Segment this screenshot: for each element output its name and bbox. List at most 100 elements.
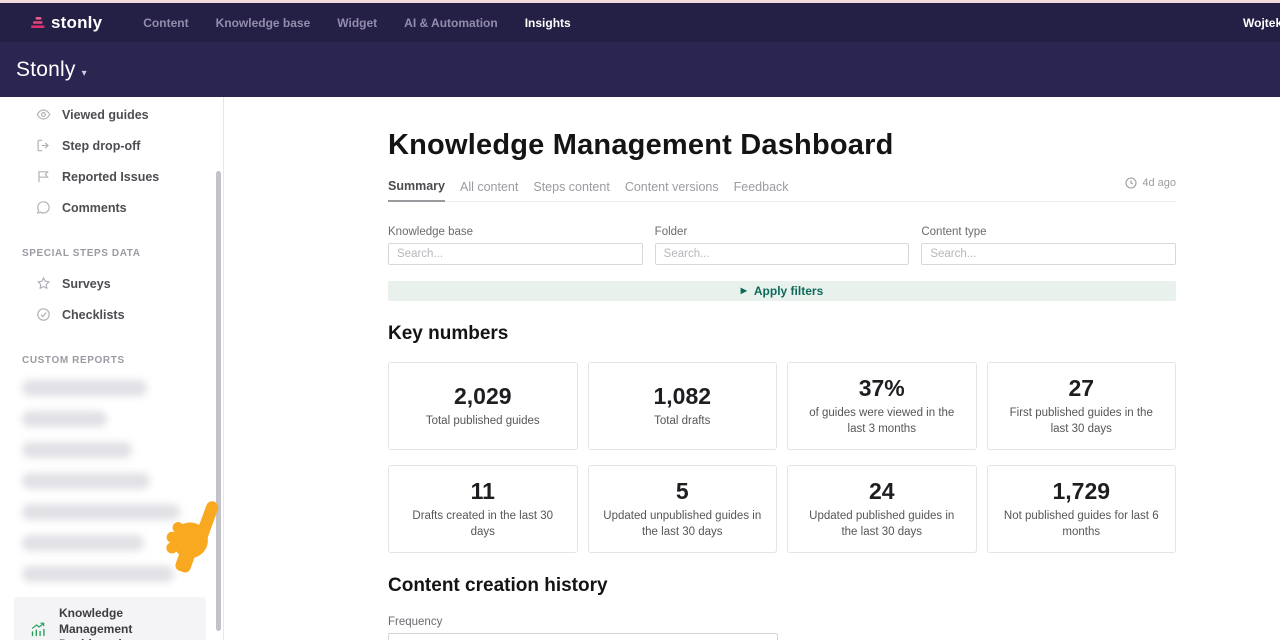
sidebar-item-label: Step drop-off bbox=[62, 138, 141, 153]
content-creation-history-heading: Content creation history bbox=[388, 575, 608, 596]
stat-card-drafts-created: 11 Drafts created in the last 30 days bbox=[388, 465, 578, 553]
stat-label: Total drafts bbox=[654, 414, 711, 427]
sidebar-section-custom-reports: CUSTOM REPORTS bbox=[22, 355, 125, 366]
custom-reports-list-blurred bbox=[22, 380, 202, 582]
blurred-report-item[interactable] bbox=[22, 566, 174, 582]
workspace-name[interactable]: Stonly bbox=[16, 57, 76, 81]
stat-card-updated-published: 24 Updated published guides in the last … bbox=[787, 465, 977, 553]
page-title: Knowledge Management Dashboard bbox=[388, 129, 894, 161]
eye-icon bbox=[36, 109, 51, 120]
apply-filters-button[interactable]: ▶ Apply filters bbox=[388, 281, 1176, 301]
stat-card-total-published-guides: 2,029 Total published guides bbox=[388, 362, 578, 450]
blurred-report-item[interactable] bbox=[22, 473, 150, 489]
main-content: Knowledge Management Dashboard Summary A… bbox=[224, 97, 1280, 640]
stat-label: Updated unpublished guides in the last 3… bbox=[603, 509, 762, 538]
last-updated-text: 4d ago bbox=[1142, 177, 1176, 189]
stat-value: 11 bbox=[470, 477, 495, 504]
play-triangle-icon: ▶ bbox=[740, 286, 747, 295]
top-navbar: stonly Content Knowledge base Widget AI … bbox=[0, 3, 1280, 42]
workspace-header: Stonly ▾ bbox=[0, 42, 1280, 97]
blurred-report-item[interactable] bbox=[22, 535, 144, 551]
sidebar-item-label: Surveys bbox=[62, 276, 111, 291]
ukraine-flag-icon bbox=[105, 12, 116, 20]
sidebar-scrollbar[interactable] bbox=[216, 171, 221, 631]
stat-value: 24 bbox=[868, 477, 895, 504]
filter-label: Folder bbox=[654, 226, 688, 238]
knowledge-base-search-input[interactable] bbox=[388, 243, 643, 265]
tab-steps-content[interactable]: Steps content bbox=[533, 180, 610, 194]
sidebar-item-checklists[interactable]: Checklists bbox=[0, 299, 223, 330]
frequency-label: Frequency bbox=[388, 616, 443, 628]
sidebar-item-label: Knowledge Management Dashboard bbox=[59, 606, 133, 640]
sidebar-item-knowledge-management-dashboard[interactable]: Knowledge Management Dashboard bbox=[14, 597, 206, 640]
last-updated: 4d ago bbox=[1125, 177, 1176, 189]
chart-icon bbox=[31, 622, 45, 637]
filter-folder: Folder bbox=[654, 226, 910, 265]
key-numbers-heading: Key numbers bbox=[388, 323, 509, 344]
apply-filters-label: Apply filters bbox=[753, 284, 824, 298]
stat-value: 2,029 bbox=[453, 382, 512, 409]
stat-value: 5 bbox=[675, 477, 689, 504]
stat-label: Updated published guides in the last 30 … bbox=[809, 509, 955, 538]
stat-card-not-published: 1,729 Not published guides for last 6 mo… bbox=[986, 465, 1176, 553]
tab-feedback[interactable]: Feedback bbox=[733, 180, 789, 194]
filters-row: Knowledge base Folder Content type bbox=[388, 226, 1177, 265]
tabs-bar: Summary All content Steps content Conten… bbox=[388, 177, 1176, 202]
content-type-search-input[interactable] bbox=[921, 243, 1177, 265]
nav-item-content[interactable]: Content bbox=[143, 15, 189, 30]
nav-item-widget[interactable]: Widget bbox=[337, 15, 378, 30]
tab-content-versions[interactable]: Content versions bbox=[624, 180, 719, 194]
stat-label: of guides were viewed in the last 3 mont… bbox=[809, 406, 955, 435]
frequency-select[interactable]: Monthly bbox=[388, 633, 778, 640]
sidebar-item-label: Checklists bbox=[62, 307, 125, 322]
stonly-logo[interactable]: stonly bbox=[30, 13, 116, 33]
flag-icon bbox=[38, 171, 49, 183]
clock-icon bbox=[1125, 177, 1137, 189]
sidebar-item-label: Comments bbox=[62, 200, 127, 215]
nav-item-ai-automation[interactable]: AI & Automation bbox=[404, 15, 498, 30]
check-circle-icon bbox=[37, 308, 50, 321]
filter-knowledge-base: Knowledge base bbox=[388, 226, 643, 265]
star-icon bbox=[37, 277, 50, 289]
stat-card-guides-viewed-percent: 37% of guides were viewed in the last 3 … bbox=[787, 362, 977, 450]
sidebar-item-comments[interactable]: Comments bbox=[0, 192, 223, 223]
blurred-report-item[interactable] bbox=[22, 380, 147, 396]
blurred-report-item[interactable] bbox=[22, 504, 180, 520]
comment-icon bbox=[36, 201, 50, 214]
sidebar-item-label: Viewed guides bbox=[62, 107, 149, 122]
stat-card-first-published: 27 First published guides in the last 30… bbox=[986, 362, 1176, 450]
user-menu[interactable]: Wojtek K bbox=[1243, 16, 1280, 30]
nav-item-knowledge-base[interactable]: Knowledge base bbox=[215, 15, 311, 30]
key-numbers-grid: 2,029 Total published guides 1,082 Total… bbox=[388, 362, 1176, 553]
top-navigation: Content Knowledge base Widget AI & Autom… bbox=[143, 16, 570, 30]
nav-item-insights[interactable]: Insights bbox=[524, 15, 571, 30]
stat-card-total-drafts: 1,082 Total drafts bbox=[587, 362, 777, 450]
filter-label: Content type bbox=[921, 226, 987, 238]
stat-value: 27 bbox=[1068, 374, 1095, 401]
stat-card-updated-unpublished: 5 Updated unpublished guides in the last… bbox=[587, 465, 777, 553]
folder-search-input[interactable] bbox=[654, 243, 910, 265]
sidebar-item-surveys[interactable]: Surveys bbox=[0, 268, 223, 299]
top-strip bbox=[0, 0, 1280, 3]
blurred-report-item[interactable] bbox=[22, 442, 132, 458]
sidebar-item-viewed-guides[interactable]: Viewed guides bbox=[0, 99, 223, 130]
stat-value: 37% bbox=[858, 374, 905, 401]
filter-label: Knowledge base bbox=[388, 226, 474, 238]
sidebar: Viewed guides Step drop-off Reported Iss… bbox=[0, 97, 224, 640]
sidebar-item-reported-issues[interactable]: Reported Issues bbox=[0, 161, 223, 192]
blurred-report-item[interactable] bbox=[22, 411, 107, 427]
step-out-icon bbox=[37, 139, 49, 152]
tab-summary[interactable]: Summary bbox=[388, 179, 445, 202]
tab-all-content[interactable]: All content bbox=[459, 180, 519, 194]
sidebar-item-step-drop-off[interactable]: Step drop-off bbox=[0, 130, 223, 161]
stat-label: Not published guides for last 6 months bbox=[1003, 509, 1159, 538]
filter-content-type: Content type bbox=[921, 226, 1177, 265]
stat-value: 1,082 bbox=[653, 382, 712, 409]
stat-label: First published guides in the last 30 da… bbox=[1009, 406, 1153, 435]
stat-value: 1,729 bbox=[1052, 477, 1111, 504]
sidebar-section-special-steps-data: SPECIAL STEPS DATA bbox=[22, 248, 141, 259]
stonly-logo-icon bbox=[31, 16, 45, 28]
stat-label: Drafts created in the last 30 days bbox=[412, 509, 554, 538]
chevron-down-icon[interactable]: ▾ bbox=[81, 67, 87, 79]
